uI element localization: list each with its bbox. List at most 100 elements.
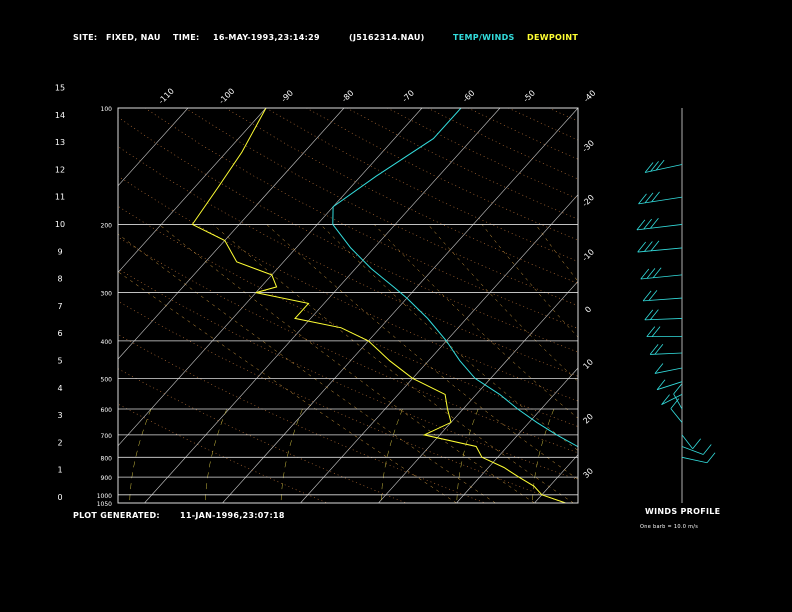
wind-barb: [661, 394, 683, 406]
isotherm-right-label: -20: [580, 193, 596, 209]
isotherm-line: [118, 108, 189, 187]
plot-frame: [117, 107, 579, 504]
barb-note: One barb = 10.0 m/s: [640, 524, 699, 530]
height-tick-label: 5: [57, 357, 62, 366]
moist-adiabat-line: [427, 224, 578, 382]
moist-adiabat-line: [590, 224, 792, 503]
moist-adiabat-line: [481, 224, 578, 338]
height-tick-label: 4: [57, 384, 62, 393]
pressure-label: 900: [101, 475, 113, 482]
isotherm-top-label: -110: [157, 87, 176, 106]
mixing-ratio-line: [456, 408, 479, 503]
isotherm-right-label: -30: [580, 138, 596, 154]
wind-barb-flag: [650, 240, 660, 252]
isotherm-top-label: -90: [279, 88, 295, 104]
height-tick-label: 11: [55, 193, 65, 202]
wind-barb-flag: [646, 268, 656, 279]
wind-barb-flag: [654, 363, 664, 374]
isotherm-line: [691, 108, 792, 503]
wind-barb: [681, 456, 708, 464]
height-tick-label: 14: [55, 111, 65, 120]
wind-barb-flag: [646, 326, 656, 337]
dry-adiabat-line: [118, 205, 578, 427]
wind-barb: [681, 434, 693, 449]
isotherm-line: [118, 108, 267, 273]
wind-barb: [644, 318, 683, 321]
dry-adiabat-line: [118, 146, 578, 377]
dry-adiabat-line: [386, 108, 578, 200]
isotherm-top-label: -70: [400, 88, 416, 104]
wind-barb: [650, 352, 683, 355]
isotherm-line: [144, 108, 501, 503]
isotherm-top-label: -60: [461, 88, 477, 104]
wind-barb-flag: [649, 344, 659, 355]
pressure-label: 600: [101, 407, 113, 414]
height-tick-label: 2: [57, 438, 62, 447]
dry-adiabat-line: [427, 108, 578, 180]
pressure-label: 300: [101, 291, 113, 298]
height-tick-label: 1: [57, 466, 62, 475]
height-tick-label: 9: [57, 247, 62, 256]
wind-barb-flag: [656, 379, 666, 390]
pressure-label: 700: [101, 433, 113, 440]
isotherm-right-label: 0: [583, 305, 593, 315]
height-tick-label: 6: [57, 329, 62, 338]
dry-adiabat-line: [670, 108, 792, 503]
wind-barb: [637, 247, 683, 253]
plot-generated-label: PLOT GENERATED:: [73, 511, 160, 520]
isotherm-line: [769, 108, 792, 503]
isotherm-right-label: -10: [580, 247, 596, 263]
wind-barb: [636, 224, 683, 231]
pressure-label: 500: [101, 376, 113, 383]
height-tick-label: 10: [55, 220, 65, 229]
isotherm-line: [456, 367, 578, 503]
wind-barb-flag: [655, 159, 665, 171]
temperature-line: [332, 108, 578, 448]
moist-adiabat-line: [320, 224, 578, 451]
dry-adiabat-line: [118, 403, 328, 503]
wind-barb-flag: [644, 241, 653, 252]
wind-barb-flag: [692, 438, 701, 449]
wind-barb-flag: [644, 309, 654, 321]
mixing-ratio-line: [684, 409, 705, 503]
height-tick-label: 12: [55, 165, 65, 174]
wind-barb-flag: [650, 218, 659, 229]
mixing-ratio-line: [708, 409, 729, 503]
time-label: TIME:: [173, 33, 200, 42]
wind-barb-flag: [661, 394, 670, 405]
isotherm-line: [378, 280, 578, 503]
isotherm-top-label: -100: [217, 87, 236, 106]
wind-barb: [640, 274, 683, 280]
dry-adiabat-line: [118, 334, 486, 503]
moist-adiabat-line: [212, 224, 574, 503]
wind-barb-flag: [650, 161, 659, 172]
winds-profile: [636, 108, 716, 503]
dry-adiabat-line: [225, 108, 578, 284]
dry-adiabat-line: [118, 236, 578, 454]
file-id: (J5162314.NAU): [349, 33, 425, 42]
winds-profile-title: WINDS PROFILE: [645, 507, 721, 516]
moist-adiabat-line: [118, 271, 457, 503]
wind-barb: [656, 381, 683, 391]
wind-barb-flag: [670, 398, 680, 409]
moist-adiabat-line: [535, 224, 578, 282]
height-tick-label: 3: [57, 411, 62, 420]
wind-barb: [638, 196, 683, 205]
isotherm-top-label: -40: [582, 88, 598, 104]
wind-barb: [681, 446, 704, 455]
isotherm-top-label: -80: [340, 88, 356, 104]
isotherm-line: [300, 194, 578, 503]
pressure-lines: [118, 107, 578, 504]
chart-grid: [118, 108, 792, 503]
wind-barb-flag: [636, 219, 646, 231]
moist-adiabat-line: [158, 224, 535, 503]
isotherm-line: [118, 108, 423, 447]
isotherm-line: [222, 108, 578, 503]
height-tick-label: 8: [57, 275, 62, 284]
isotherm-right-label: 30: [581, 466, 595, 480]
wind-barb-flag: [650, 309, 659, 320]
pressure-label: 100: [101, 106, 113, 113]
mixing-ratio-line: [205, 408, 228, 503]
wind-barb-flag: [651, 191, 660, 203]
